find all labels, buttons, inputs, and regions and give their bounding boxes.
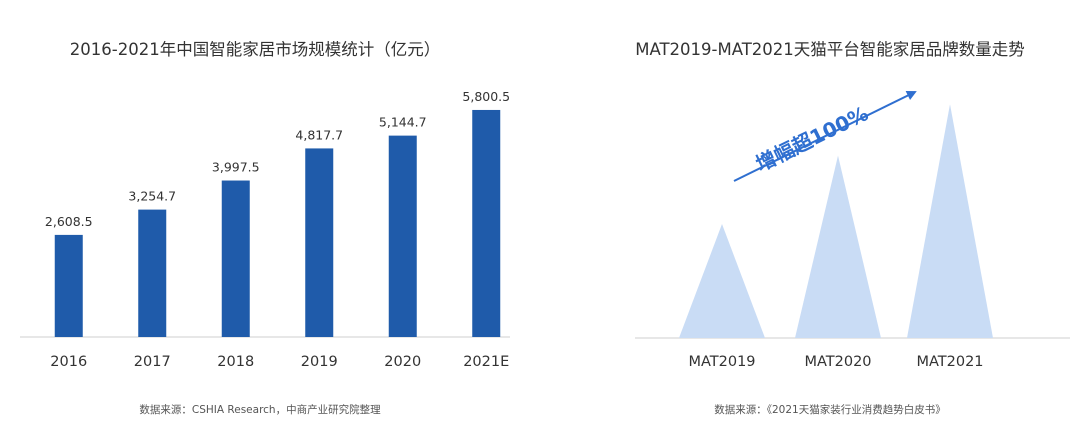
bar-2017 xyxy=(138,209,167,337)
market-size-chart-title: 2016-2021年中国智能家居市场规模统计（亿元） xyxy=(69,40,441,59)
bar-2019 xyxy=(305,148,334,337)
peak-MAT2020 xyxy=(795,155,881,338)
bar-2018 xyxy=(221,180,250,337)
brand-count-triangle-chart: 增幅超100% MAT2019 MAT2020 MAT2021 xyxy=(635,91,1070,370)
x-tick-label: 2019 xyxy=(301,354,338,370)
market-size-source-note: 数据来源：CSHIA Research，中商产业研究院整理 xyxy=(139,404,381,416)
peak-MAT2021 xyxy=(907,104,993,338)
brand-count-chart-panel: MAT2019-MAT2021天猫平台智能家居品牌数量走势 增幅超100% MA… xyxy=(540,0,1080,428)
data-label-2019: 4,817.7 xyxy=(295,127,343,142)
brand-count-chart-title: MAT2019-MAT2021天猫平台智能家居品牌数量走势 xyxy=(635,40,1025,59)
bar-2016 xyxy=(54,234,83,337)
growth-annotation: 增幅超100% xyxy=(752,101,872,176)
data-label-2017: 3,254.7 xyxy=(128,189,176,204)
x-tick-label: MAT2021 xyxy=(916,354,983,370)
x-tick-label: 2017 xyxy=(134,354,171,370)
x-tick-label: 2018 xyxy=(217,354,254,370)
market-size-chart-panel: 2016-2021年中国智能家居市场规模统计（亿元） 2,608.5 2016 3,… xyxy=(20,40,510,416)
market-size-bar-chart: 2,608.5 2016 3,254.7 2017 3,997.5 2018 4,817.7… xyxy=(20,89,510,370)
brand-count-source-note: 数据来源：《2021天猫家装行业消费趋势白皮书》 xyxy=(714,404,946,416)
peak-MAT2019 xyxy=(679,224,765,338)
bar-2020 xyxy=(388,135,417,337)
data-label-2016: 2,608.5 xyxy=(45,214,93,229)
data-label-2020: 5,144.7 xyxy=(379,115,427,130)
growth-arrow xyxy=(733,91,917,182)
x-tick-label: 2020 xyxy=(384,354,421,370)
x-tick-label: MAT2020 xyxy=(804,354,871,370)
data-label-2021E: 5,800.5 xyxy=(462,89,510,104)
x-tick-label: MAT2019 xyxy=(688,354,755,370)
x-tick-label: 2021E xyxy=(463,354,509,370)
data-label-2018: 3,997.5 xyxy=(212,160,260,175)
bar-2021E xyxy=(472,109,501,337)
x-tick-label: 2016 xyxy=(50,354,87,370)
